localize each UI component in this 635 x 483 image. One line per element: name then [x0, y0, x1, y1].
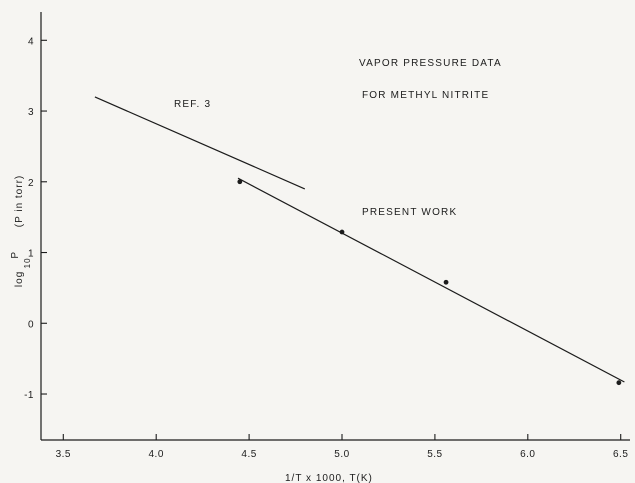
title-line-1: VAPOR PRESSURE DATA — [359, 58, 502, 69]
data-point-1 — [339, 229, 345, 235]
svg-text:log 10 P (P: log 10 P (P in torr) — [10, 175, 33, 287]
y-tick-label-4: 3 — [28, 107, 34, 118]
y-tick-label-1: 0 — [28, 319, 34, 330]
y-label-log: log — [14, 271, 25, 287]
y-tick-label-0: -1 — [24, 390, 34, 401]
y-label-units: (P in torr) — [14, 175, 25, 228]
x-tick-label-4: 5.5 — [427, 449, 442, 460]
title-line-2: FOR METHYL NITRITE — [362, 90, 489, 101]
x-tick-label-3: 5.0 — [334, 449, 349, 460]
y-axis-label: log 10 P (P in torr) — [10, 175, 33, 287]
x-tick-label-1: 4.0 — [148, 449, 163, 460]
data-point-3 — [616, 380, 622, 386]
present-work-label: PRESENT WORK — [362, 207, 457, 218]
y-tick-label-3: 2 — [28, 178, 34, 189]
y-label-subscript: 10 — [23, 257, 32, 268]
x-tick-label-0: 3.5 — [56, 449, 71, 460]
plot-area — [40, 12, 630, 441]
y-label-p: P — [10, 251, 21, 259]
x-tick-label-6: 6.5 — [613, 449, 628, 460]
ref-3-line — [94, 96, 306, 190]
x-axis-label: 1/T x 1000, T(K) — [285, 473, 373, 483]
y-tick-label-2: 1 — [28, 249, 34, 260]
data-points — [237, 179, 622, 386]
present-work-line — [237, 177, 625, 383]
data-point-2 — [443, 279, 449, 285]
ref-3-label: REF. 3 — [174, 99, 211, 110]
x-tick-label-2: 4.5 — [241, 449, 256, 460]
x-ticks: 3.5 4.0 4.5 5.0 5.5 6.0 6.5 — [56, 434, 628, 460]
data-point-0 — [237, 179, 243, 185]
x-tick-label-5: 6.0 — [520, 449, 535, 460]
y-ticks: -1 0 1 2 3 4 — [24, 36, 47, 401]
series-lines — [94, 96, 625, 383]
y-tick-label-5: 4 — [28, 36, 34, 47]
